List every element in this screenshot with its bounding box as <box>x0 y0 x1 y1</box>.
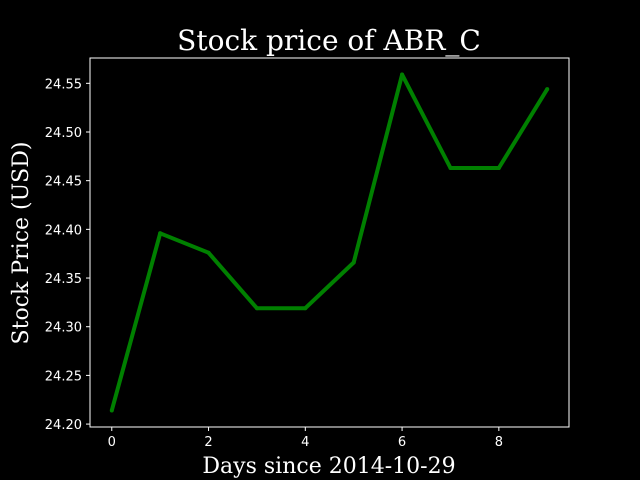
data-point <box>400 72 405 77</box>
chart-title: Stock price of ABR_C <box>177 24 481 57</box>
y-tick-label: 24.30 <box>45 321 82 336</box>
series-line-0 <box>109 72 549 411</box>
y-tick-label: 24.50 <box>45 126 82 141</box>
data-point <box>545 87 550 92</box>
data-point <box>351 260 356 265</box>
series-layer <box>109 72 550 413</box>
data-point <box>448 166 453 171</box>
data-point <box>254 306 259 311</box>
y-tick-label: 24.35 <box>45 272 82 287</box>
y-axis: 24.20 24.25 24.30 24.35 24.40 24.45 24.50 24.55 <box>45 77 90 433</box>
y-tick-label: 24.25 <box>45 369 82 384</box>
y-axis-label: Stock Price (USD) <box>9 142 34 345</box>
data-point <box>206 250 211 255</box>
x-axis: 0 2 4 6 8 <box>108 427 503 450</box>
y-tick-label: 24.40 <box>45 223 82 238</box>
x-axis-label: Days since 2014-10-29 <box>202 454 455 479</box>
data-point <box>158 231 163 236</box>
y-tick-label: 24.55 <box>45 77 82 92</box>
data-point <box>303 306 308 311</box>
data-point <box>496 166 501 171</box>
x-tick-label: 8 <box>495 435 503 450</box>
y-tick-label: 24.20 <box>45 418 82 433</box>
x-tick-label: 2 <box>204 435 212 450</box>
y-tick-label: 24.45 <box>45 175 82 190</box>
x-tick-label: 4 <box>301 435 309 450</box>
data-point <box>109 408 114 413</box>
x-tick-label: 6 <box>398 435 406 450</box>
plot-area-frame <box>89 57 570 428</box>
x-tick-label: 0 <box>108 435 116 450</box>
